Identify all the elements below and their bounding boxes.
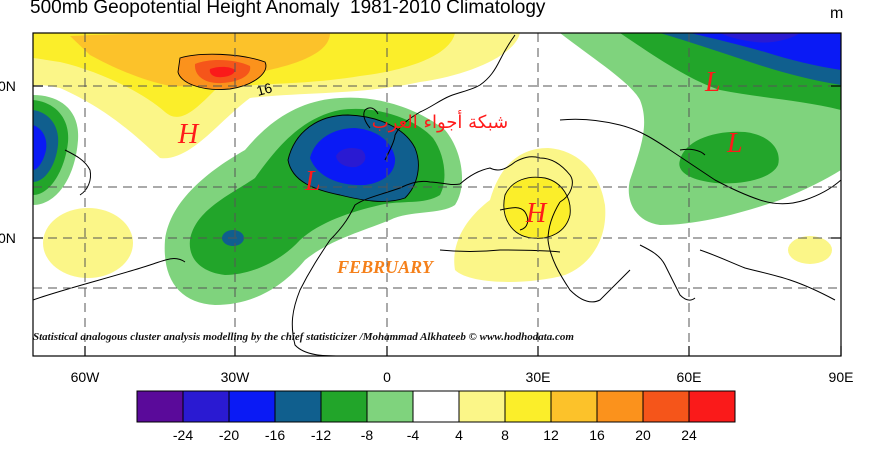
lon-tick-labels: 60W 30W 0 30E 60E 90E bbox=[71, 369, 854, 385]
lat-tick-labels: 0N 0N bbox=[0, 78, 16, 246]
color-swatch bbox=[412, 390, 460, 423]
contour-pos4-eastsmall bbox=[788, 236, 832, 264]
color-swatch bbox=[228, 390, 276, 423]
contour-pos8-east bbox=[503, 177, 571, 239]
arabic-watermark: شبكة أجواء العرب bbox=[372, 110, 509, 133]
color-legend-label: 12 bbox=[543, 427, 559, 443]
color-swatch bbox=[596, 390, 644, 423]
month-label: FEBRUARY bbox=[336, 257, 435, 277]
lat-label-lower: 0N bbox=[0, 230, 16, 246]
color-legend-label: -4 bbox=[407, 427, 420, 443]
contour-neg16-asia bbox=[690, 33, 841, 70]
contour-lines bbox=[177, 53, 571, 239]
contour-pos4-westsmall bbox=[43, 208, 133, 278]
contour-label: 16 bbox=[255, 79, 274, 99]
system-low-north-asia: L bbox=[704, 67, 721, 98]
contour-pos24-atlantic bbox=[209, 66, 235, 78]
map-frame bbox=[32, 32, 842, 357]
lon-label-90e: 90E bbox=[829, 369, 854, 385]
contour-neg16-west bbox=[33, 125, 47, 170]
color-legend-label: 16 bbox=[589, 427, 605, 443]
color-swatch bbox=[642, 390, 690, 423]
lon-label-60w: 60W bbox=[71, 369, 101, 385]
lat-label-upper: 0N bbox=[0, 78, 16, 94]
color-legend-label: -8 bbox=[361, 427, 374, 443]
color-legend-label: -20 bbox=[219, 427, 239, 443]
map-title: 500mb Geopotential Height Anomaly 1981-2… bbox=[30, 0, 546, 18]
color-swatch bbox=[320, 390, 368, 423]
lon-label-30w: 30W bbox=[221, 369, 251, 385]
color-swatch bbox=[182, 390, 230, 423]
lon-label-30e: 30E bbox=[526, 369, 551, 385]
color-legend-label: 24 bbox=[681, 427, 697, 443]
contour-neg20-asia bbox=[720, 33, 800, 43]
pressure-systems: H L H L L bbox=[177, 67, 743, 229]
system-low-central-asia: L bbox=[726, 128, 743, 159]
color-swatch bbox=[136, 390, 184, 423]
system-high-eastmed: H bbox=[525, 198, 548, 229]
coastlines bbox=[33, 34, 841, 356]
color-swatch bbox=[688, 390, 736, 423]
grid-lines bbox=[33, 33, 841, 356]
color-legend-label: -24 bbox=[173, 427, 193, 443]
color-legend-label: -16 bbox=[265, 427, 285, 443]
system-high-atlantic: H bbox=[177, 119, 200, 150]
color-legend: -24 -20 -16 -12 -8 -4 4 8 12 16 20 24 bbox=[136, 390, 736, 443]
color-swatch bbox=[504, 390, 552, 423]
unit-label: m bbox=[830, 5, 844, 22]
color-swatch bbox=[366, 390, 414, 423]
color-swatch bbox=[458, 390, 506, 423]
color-legend-label: 8 bbox=[501, 427, 509, 443]
lon-label-60e: 60E bbox=[677, 369, 702, 385]
color-legend-label: 4 bbox=[455, 427, 463, 443]
color-legend-label: 20 bbox=[635, 427, 651, 443]
system-low-iberia: L bbox=[304, 166, 321, 197]
lon-label-0: 0 bbox=[383, 369, 391, 385]
axis-ticks bbox=[33, 85, 842, 356]
anomaly-fills bbox=[33, 33, 841, 305]
color-swatch bbox=[550, 390, 598, 423]
color-legend-label: -12 bbox=[311, 427, 331, 443]
contour-neg20-central bbox=[336, 148, 366, 168]
contour-neg8-asia-inner bbox=[679, 131, 779, 184]
color-swatch bbox=[274, 390, 322, 423]
credit-line: Statistical analogous cluster analysis m… bbox=[33, 331, 574, 343]
